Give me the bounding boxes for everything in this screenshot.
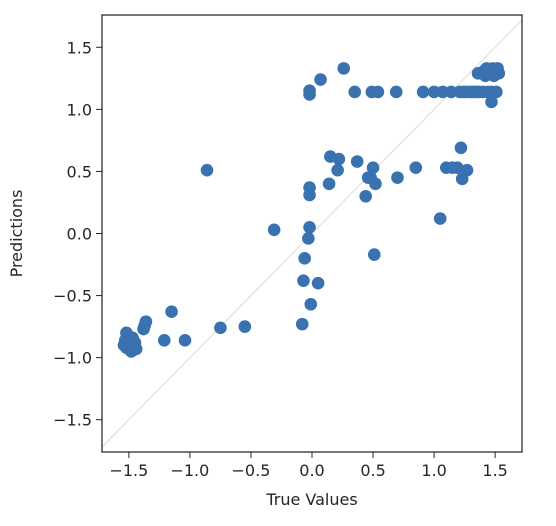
x-tick-label: 1.5	[482, 461, 507, 480]
data-point	[366, 161, 380, 174]
y-tick-label: 1.0	[67, 100, 92, 119]
data-point	[332, 152, 346, 166]
data-point	[238, 320, 252, 333]
y-tick-label: −1.0	[53, 349, 92, 368]
data-point	[304, 297, 318, 311]
x-tick-label: 1.0	[421, 461, 446, 480]
y-ticks-layer: −1.5 −1.0 −0.5 0.0 0.5 1.0 1.5	[53, 38, 102, 430]
data-point	[298, 252, 311, 265]
data-point	[433, 212, 447, 225]
data-point	[450, 161, 464, 174]
data-point	[126, 331, 139, 345]
x-tick-label: 0.5	[360, 461, 385, 480]
data-point	[492, 67, 506, 80]
data-point	[200, 163, 214, 177]
x-tick-label: −1.5	[109, 461, 148, 480]
data-point	[490, 85, 503, 99]
data-point	[369, 177, 382, 191]
data-point	[157, 333, 171, 347]
y-tick-label: 0.5	[67, 162, 92, 181]
y-tick-label: 0.0	[67, 225, 92, 244]
data-point	[303, 84, 316, 98]
data-point	[297, 274, 310, 287]
data-point	[454, 141, 468, 155]
data-point	[314, 73, 327, 86]
points-layer	[117, 62, 506, 358]
data-point	[178, 333, 192, 347]
y-tick-label: 1.5	[67, 38, 92, 57]
data-point	[348, 85, 362, 99]
x-tick-label: −1.0	[170, 461, 209, 480]
data-point	[359, 189, 373, 203]
x-ticks-layer: −1.5 −1.0 −0.5 0.0 0.5 1.0 1.5	[109, 452, 508, 480]
data-point	[389, 85, 403, 99]
data-point	[303, 181, 316, 194]
data-point	[129, 342, 143, 356]
y-axis-title: Predictions	[7, 190, 26, 278]
data-point	[302, 232, 315, 245]
data-point	[416, 85, 430, 99]
data-point	[311, 276, 325, 290]
data-point	[460, 163, 474, 177]
data-point	[485, 95, 498, 109]
data-point	[139, 315, 153, 328]
data-point	[409, 161, 423, 174]
data-point	[322, 177, 336, 191]
y-tick-label: −1.5	[53, 411, 92, 430]
x-axis-title: True Values	[265, 490, 357, 509]
data-point	[350, 155, 364, 168]
data-point	[267, 223, 281, 237]
data-point	[214, 321, 227, 335]
data-point	[295, 317, 309, 331]
y-tick-label: −0.5	[53, 287, 92, 306]
data-point	[165, 305, 178, 319]
data-point	[367, 248, 381, 261]
data-point	[391, 171, 404, 184]
x-tick-label: −0.5	[232, 461, 271, 480]
data-point	[303, 220, 316, 234]
data-point	[331, 163, 344, 177]
data-point	[337, 62, 351, 75]
data-point	[371, 85, 385, 99]
x-tick-label: 0.0	[299, 461, 324, 480]
